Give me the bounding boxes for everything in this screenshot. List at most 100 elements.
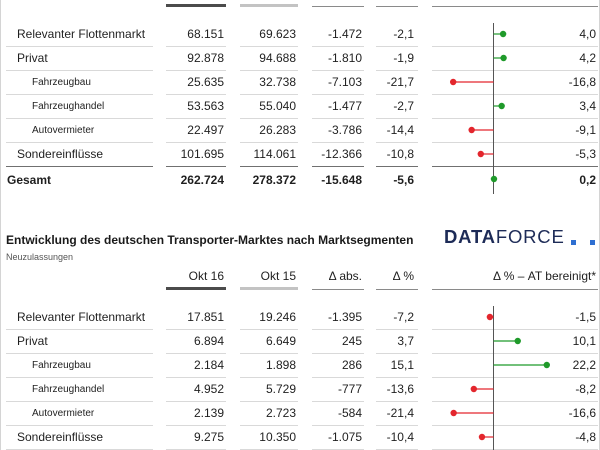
okt15-value: 19.246: [240, 306, 298, 330]
delta-abs-value: -15.648: [312, 166, 364, 194]
col-header-okt15: Okt 15: [260, 269, 296, 283]
lollipop-dot: [450, 409, 457, 417]
delta-abs-value: -12.366: [312, 143, 364, 167]
okt15-value: 5.729: [240, 378, 298, 402]
okt16-value: 22.497: [166, 119, 226, 143]
lollipop-dot: [490, 175, 498, 183]
col-header-delta-pct-at-adjusted: Δ % – AT bereinigt*: [493, 269, 596, 283]
segment-label: Fahrzeughandel: [6, 378, 153, 402]
delta-abs-value: 245: [312, 330, 364, 354]
delta-abs-value: -1.472: [312, 23, 364, 47]
delta-pct-value: -10,4: [376, 426, 418, 450]
fleet-table-body: Relevanter Flottenmarkt 68.151 69.623 -1.47…: [0, 23, 600, 194]
segment-label: Sondereinflüsse: [6, 426, 153, 450]
segment-row: Relevanter Flottenmarkt 17.851 19.246 -1.39…: [0, 306, 600, 330]
fleet-lollipop-plot: [449, 23, 507, 194]
okt15-value: 55.040: [240, 95, 298, 119]
okt16-value: 92.878: [166, 47, 226, 71]
delta-pct-at-adjusted-value: -8,2: [432, 378, 598, 402]
total-label: Gesamt: [6, 166, 153, 194]
delta-pct-at-adjusted-value: 3,4: [432, 95, 598, 119]
segment-label: Privat: [6, 47, 153, 71]
current-period-rule: [166, 4, 226, 7]
delta-abs-rule: [312, 289, 364, 290]
okt15-value: 94.688: [240, 47, 298, 71]
delta-pct-at-adjusted-value: 4,2: [432, 47, 598, 71]
okt15-value: 69.623: [240, 23, 298, 47]
lollipop-dot: [478, 433, 486, 441]
transporter-column-header-row: Okt 16 Okt 15 Δ abs. Δ % Δ % – AT berein…: [0, 264, 600, 288]
delta-pct-at-adjusted-value: 10,1: [432, 330, 598, 354]
transporter-table-body: Relevanter Flottenmarkt 17.851 19.246 -1.39…: [0, 306, 600, 450]
lollipop-dot: [514, 337, 521, 345]
delta-pct-value: -14,4: [376, 119, 418, 143]
col-header-okt16: Okt 16: [188, 269, 224, 283]
delta-pct-rule: [376, 289, 418, 290]
logo-square: [571, 240, 576, 245]
delta-pct-value: -2,7: [376, 95, 418, 119]
lollipop-dot: [543, 361, 550, 369]
delta-pct-at-adjusted-value: 4,0: [432, 23, 598, 47]
delta-pct-at-adjusted-value: -16,8: [432, 71, 598, 95]
lollipop-dot: [498, 102, 505, 110]
transporter-table-title: Entwicklung des deutschen Transporter-Ma…: [6, 233, 414, 247]
delta-pct-value: -10,8: [376, 143, 418, 167]
prior-period-rule: [240, 4, 298, 7]
lollipop-dot: [468, 126, 475, 134]
sub-segment-row: Autovermieter 2.139 2.723 -584 -21,4 -16,6: [0, 402, 600, 426]
okt16-value: 2.139: [166, 402, 226, 426]
dataforce-logo: DATAFORCE: [444, 227, 565, 247]
transporter-table-header-rules: [0, 287, 600, 290]
logo-square: [590, 240, 595, 245]
delta-abs-value: -1.395: [312, 306, 364, 330]
okt15-value: 114.061: [240, 143, 298, 167]
prior-period-rule: [240, 287, 298, 290]
sub-segment-row: Fahrzeugbau 25.635 32.738 -7.103 -21,7 -16,8: [0, 71, 600, 95]
segment-row: Relevanter Flottenmarkt 68.151 69.623 -1.47…: [0, 23, 600, 47]
segment-row: Privat 6.894 6.649 245 3,7 10,1: [0, 330, 600, 354]
delta-pct-at-adjusted-value: 0,2: [432, 166, 598, 194]
okt16-value: 9.275: [166, 426, 226, 450]
okt15-value: 278.372: [240, 166, 298, 194]
delta-pct-at-adjusted-value: 22,2: [432, 354, 598, 378]
delta-abs-value: -1.075: [312, 426, 364, 450]
lollipop-dot: [486, 313, 494, 321]
segment-label: Fahrzeugbau: [6, 354, 153, 378]
okt15-value: 10.350: [240, 426, 298, 450]
okt16-value: 101.695: [166, 143, 226, 167]
segment-label: Autovermieter: [6, 119, 153, 143]
segment-label: Fahrzeugbau: [6, 71, 153, 95]
delta-pct-value: -13,6: [376, 378, 418, 402]
col-header-delta-pct: Δ %: [392, 269, 414, 283]
delta-abs-value: -1.810: [312, 47, 364, 71]
delta-abs-rule: [312, 6, 364, 7]
logo-word-data: DATA: [444, 226, 496, 247]
segment-label: Relevanter Flottenmarkt: [6, 23, 153, 47]
delta-abs-value: -1.477: [312, 95, 364, 119]
transporter-table-subtitle: Neuzulassungen: [6, 252, 74, 262]
delta-pct-value: -1,9: [376, 47, 418, 71]
segment-row: Sondereinflüsse 9.275 10.350 -1.075 -10,4 -4,…: [0, 426, 600, 450]
col-header-delta-abs: Δ abs.: [328, 269, 362, 283]
delta-pct-at-adjusted-value: -9,1: [432, 119, 598, 143]
segment-label: Sondereinflüsse: [6, 143, 153, 167]
lollipop-dot: [477, 150, 484, 158]
delta-pct-value: -2,1: [376, 23, 418, 47]
delta-pct-value: 15,1: [376, 354, 418, 378]
delta-pct-at-adjusted-value: -1,5: [432, 306, 598, 330]
total-row: Gesamt 262.724 278.372 -15.648 -5,6 0,2: [0, 166, 600, 194]
transporter-lollipop-plot: [450, 306, 550, 450]
sub-segment-row: Fahrzeughandel 53.563 55.040 -1.477 -2,7 3,4: [0, 95, 600, 119]
okt16-value: 2.184: [166, 354, 226, 378]
segment-row: Privat 92.878 94.688 -1.810 -1,9 4,2: [0, 47, 600, 71]
delta-pct-value: -7,2: [376, 306, 418, 330]
at-adjusted-rule: [432, 6, 598, 7]
okt15-value: 32.738: [240, 71, 298, 95]
segment-label: Fahrzeughandel: [6, 95, 153, 119]
delta-abs-value: 286: [312, 354, 364, 378]
sub-segment-row: Fahrzeughandel 4.952 5.729 -777 -13,6 -8,2: [0, 378, 600, 402]
delta-abs-value: -584: [312, 402, 364, 426]
sub-segment-row: Fahrzeugbau 2.184 1.898 286 15,1 22,2: [0, 354, 600, 378]
delta-pct-at-adjusted-value: -16,6: [432, 402, 598, 426]
delta-abs-value: -7.103: [312, 71, 364, 95]
